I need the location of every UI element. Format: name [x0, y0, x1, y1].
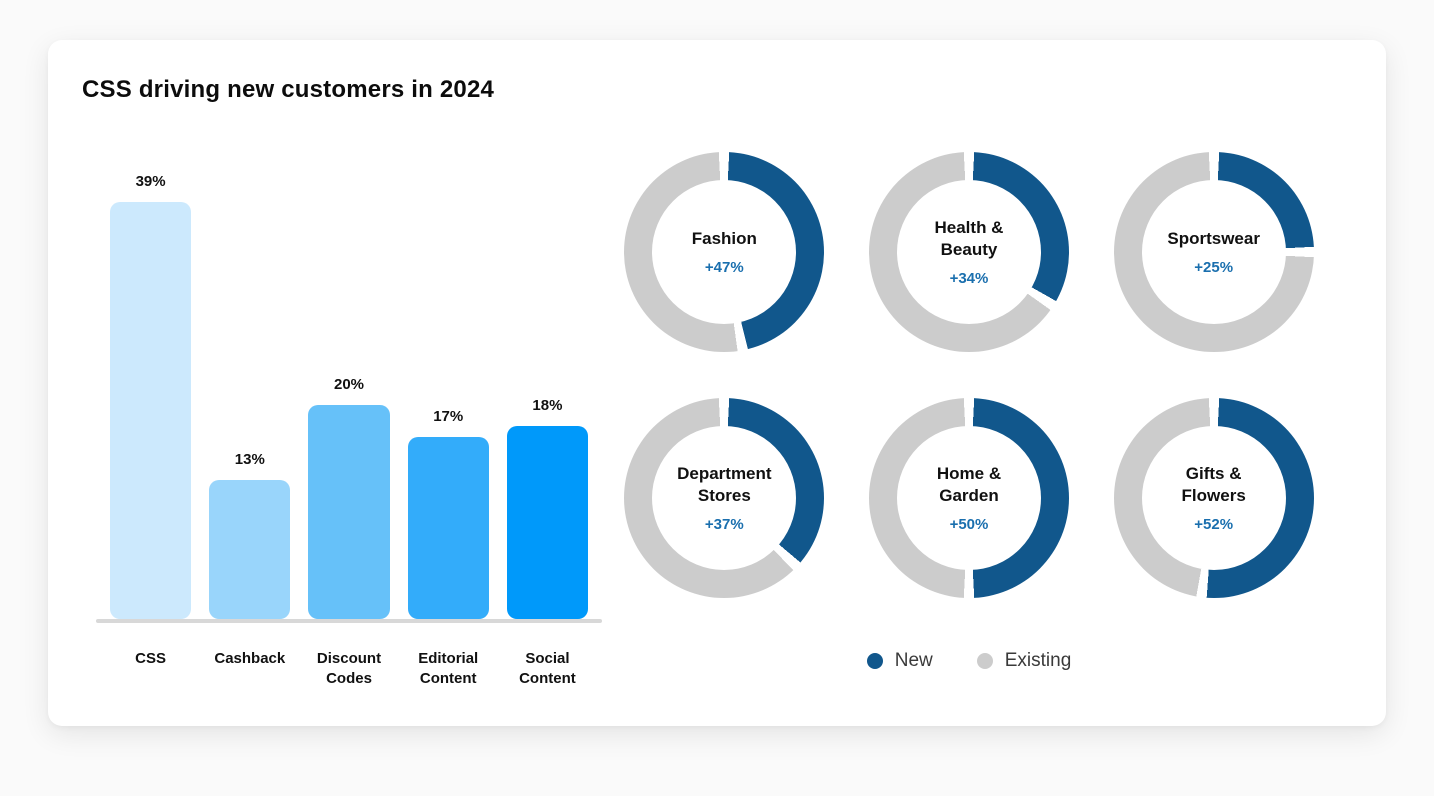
- donut-hole: Department Stores +37%: [652, 426, 797, 570]
- chart-card: CSS driving new customers in 2024 39% 13%…: [48, 40, 1386, 726]
- bar-category-label: Social Content: [519, 650, 576, 687]
- bar-column: 13%: [209, 451, 291, 619]
- bar-chart: 39% 13% 20% 17% 18% CSS Cashback Discount Code…: [82, 104, 602, 688]
- donut-percentage-label: +52%: [1194, 516, 1234, 534]
- bar-value-label: 39%: [135, 173, 166, 190]
- bar-column: 20%: [308, 376, 390, 619]
- bar: [209, 480, 291, 619]
- legend-dot-icon: [866, 653, 883, 669]
- donut-hole: Home & Garden +50%: [896, 426, 1041, 570]
- bar-value-label: 17%: [433, 408, 464, 425]
- bar-value-label: 18%: [532, 397, 563, 414]
- bar: [110, 202, 192, 619]
- donut-hole: Gifts & Flowers +52%: [1141, 426, 1286, 570]
- donut-hole: Health & Beauty +34%: [896, 180, 1041, 324]
- bar: [506, 426, 589, 619]
- legend-label: New: [894, 650, 933, 671]
- donut-percentage-label: +37%: [704, 516, 744, 534]
- donut-category-label: Fashion: [691, 228, 757, 248]
- legend-dot-icon: [976, 653, 993, 669]
- bar-column: 18%: [506, 397, 589, 619]
- donut-percentage-label: +50%: [949, 516, 989, 534]
- bar-category-label: Discount Codes: [316, 650, 382, 687]
- donut-category-label: Department Stores: [677, 463, 772, 505]
- donut-percentage-label: +34%: [949, 270, 989, 288]
- donut-chart: Fashion +47%: [624, 152, 825, 352]
- bar-column: 17%: [407, 408, 489, 619]
- bar-category-label: CSS: [135, 650, 167, 667]
- bar: [407, 437, 489, 619]
- legend-item: New: [866, 650, 933, 672]
- bar-labels: CSS Cashback Discount Codes Editorial Conte…: [96, 649, 602, 688]
- bar-value-label: 20%: [333, 376, 365, 393]
- legend-label: Existing: [1004, 650, 1072, 671]
- bar: [308, 405, 390, 619]
- legend-item: Existing: [976, 650, 1072, 672]
- donut-chart: Home & Garden +50%: [868, 398, 1069, 598]
- donut-hole: Fashion +47%: [652, 180, 797, 324]
- donut-category-label: Gifts & Flowers: [1181, 463, 1246, 505]
- bar-plot: 39% 13% 20% 17% 18%: [96, 152, 602, 619]
- bar-value-label: 13%: [234, 451, 265, 468]
- donut-category-label: Sportswear: [1167, 228, 1260, 248]
- x-axis-line: [96, 619, 602, 623]
- donut-grid: Fashion +47% Health & Beauty +34% Sportswear…: [602, 152, 1336, 598]
- donut-category-label: Home & Garden: [936, 463, 1002, 505]
- page-title: CSS driving new customers in 2024: [82, 76, 495, 103]
- donut-hole: Sportswear +25%: [1141, 180, 1286, 324]
- bar-category-label: Cashback: [214, 650, 286, 667]
- bar-category-label: Editorial Content: [418, 650, 479, 687]
- donut-chart: Department Stores +37%: [624, 398, 825, 598]
- donut-chart: Gifts & Flowers +52%: [1113, 398, 1314, 598]
- bar-column: 39%: [110, 173, 192, 619]
- card-content: 39% 13% 20% 17% 18% CSS Cashback Discount Code…: [48, 104, 1386, 688]
- chart-legend: New Existing: [602, 650, 1336, 672]
- donut-percentage-label: +47%: [704, 259, 744, 277]
- donut-category-label: Health & Beauty: [934, 217, 1004, 259]
- donut-percentage-label: +25%: [1194, 259, 1234, 277]
- donut-section: Fashion +47% Health & Beauty +34% Sportswear…: [602, 104, 1336, 688]
- donut-chart: Health & Beauty +34%: [868, 152, 1069, 352]
- donut-chart: Sportswear +25%: [1113, 152, 1314, 352]
